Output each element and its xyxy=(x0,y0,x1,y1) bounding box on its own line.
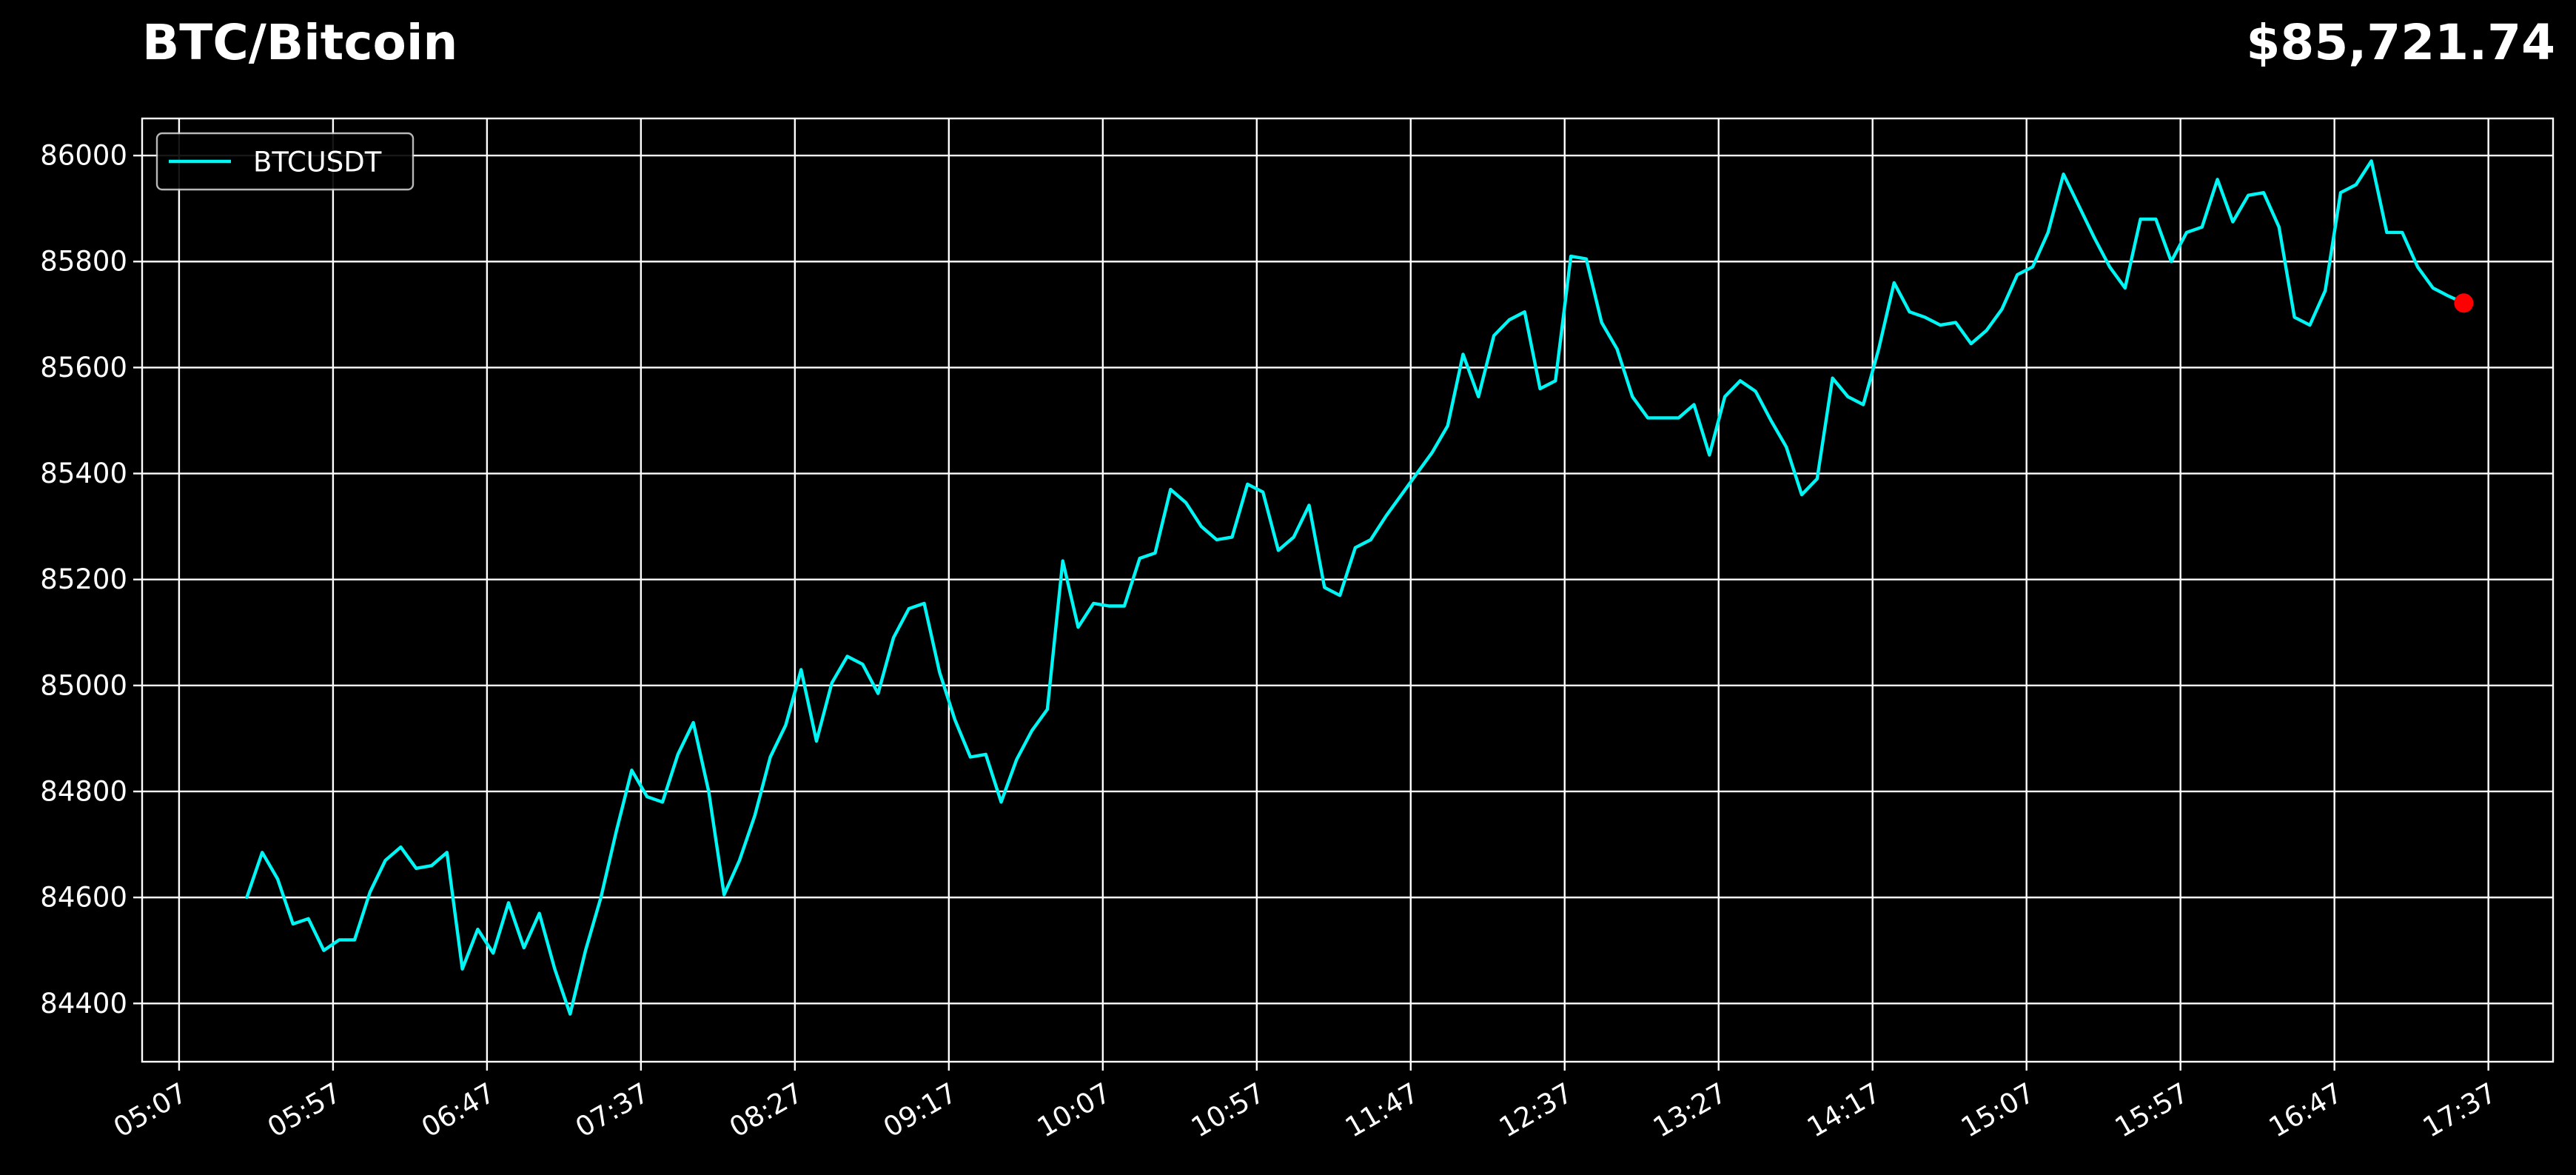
x-tick-label: 15:07 xyxy=(1956,1077,2040,1144)
y-tick-label: 85600 xyxy=(40,352,127,384)
last-price-marker xyxy=(2454,293,2474,313)
x-tick-label: 07:37 xyxy=(570,1077,654,1144)
series-layer xyxy=(245,159,2474,1016)
x-tick-label: 05:07 xyxy=(108,1077,192,1144)
legend-box xyxy=(155,132,415,191)
grid-lines xyxy=(142,118,2553,1062)
y-tick-label: 84400 xyxy=(40,988,127,1020)
x-tick-label: 11:47 xyxy=(1340,1077,1424,1144)
legend: BTCUSDT xyxy=(155,132,415,191)
x-tick-label: 05:57 xyxy=(262,1077,346,1144)
page-title: BTC/Bitcoin xyxy=(142,14,458,71)
y-tick-label: 84800 xyxy=(40,775,127,807)
y-tick-label: 84600 xyxy=(40,882,127,914)
y-tick-label: 85200 xyxy=(40,563,127,595)
y-tick-label: 86000 xyxy=(40,140,127,172)
x-tick-label: 10:07 xyxy=(1032,1077,1116,1144)
x-tick-label: 15:57 xyxy=(2110,1077,2194,1144)
x-tick-label: 13:27 xyxy=(1648,1077,1732,1144)
x-tick-label: 17:37 xyxy=(2418,1077,2502,1144)
current-price: $85,721.74 xyxy=(2246,14,2555,71)
x-tick-label: 12:37 xyxy=(1494,1077,1578,1144)
x-tick-label: 14:17 xyxy=(1802,1077,1886,1144)
axes: 84400 84600 84800 85000 85200 85400 85600 85800… xyxy=(40,117,2555,1144)
y-tick-label: 85400 xyxy=(40,458,127,489)
x-tick-label: 16:47 xyxy=(2264,1077,2348,1144)
legend-label: BTCUSDT xyxy=(253,147,382,178)
x-tick-label: 10:57 xyxy=(1186,1077,1270,1144)
y-tick-label: 85000 xyxy=(40,669,127,701)
y-tick-label: 85800 xyxy=(40,246,127,278)
plot-frame xyxy=(141,117,2555,1063)
x-tick-label: 09:17 xyxy=(878,1077,962,1144)
x-tick-label: 08:27 xyxy=(724,1077,808,1144)
x-tick-label: 06:47 xyxy=(416,1077,500,1144)
series-line xyxy=(245,159,2466,1016)
